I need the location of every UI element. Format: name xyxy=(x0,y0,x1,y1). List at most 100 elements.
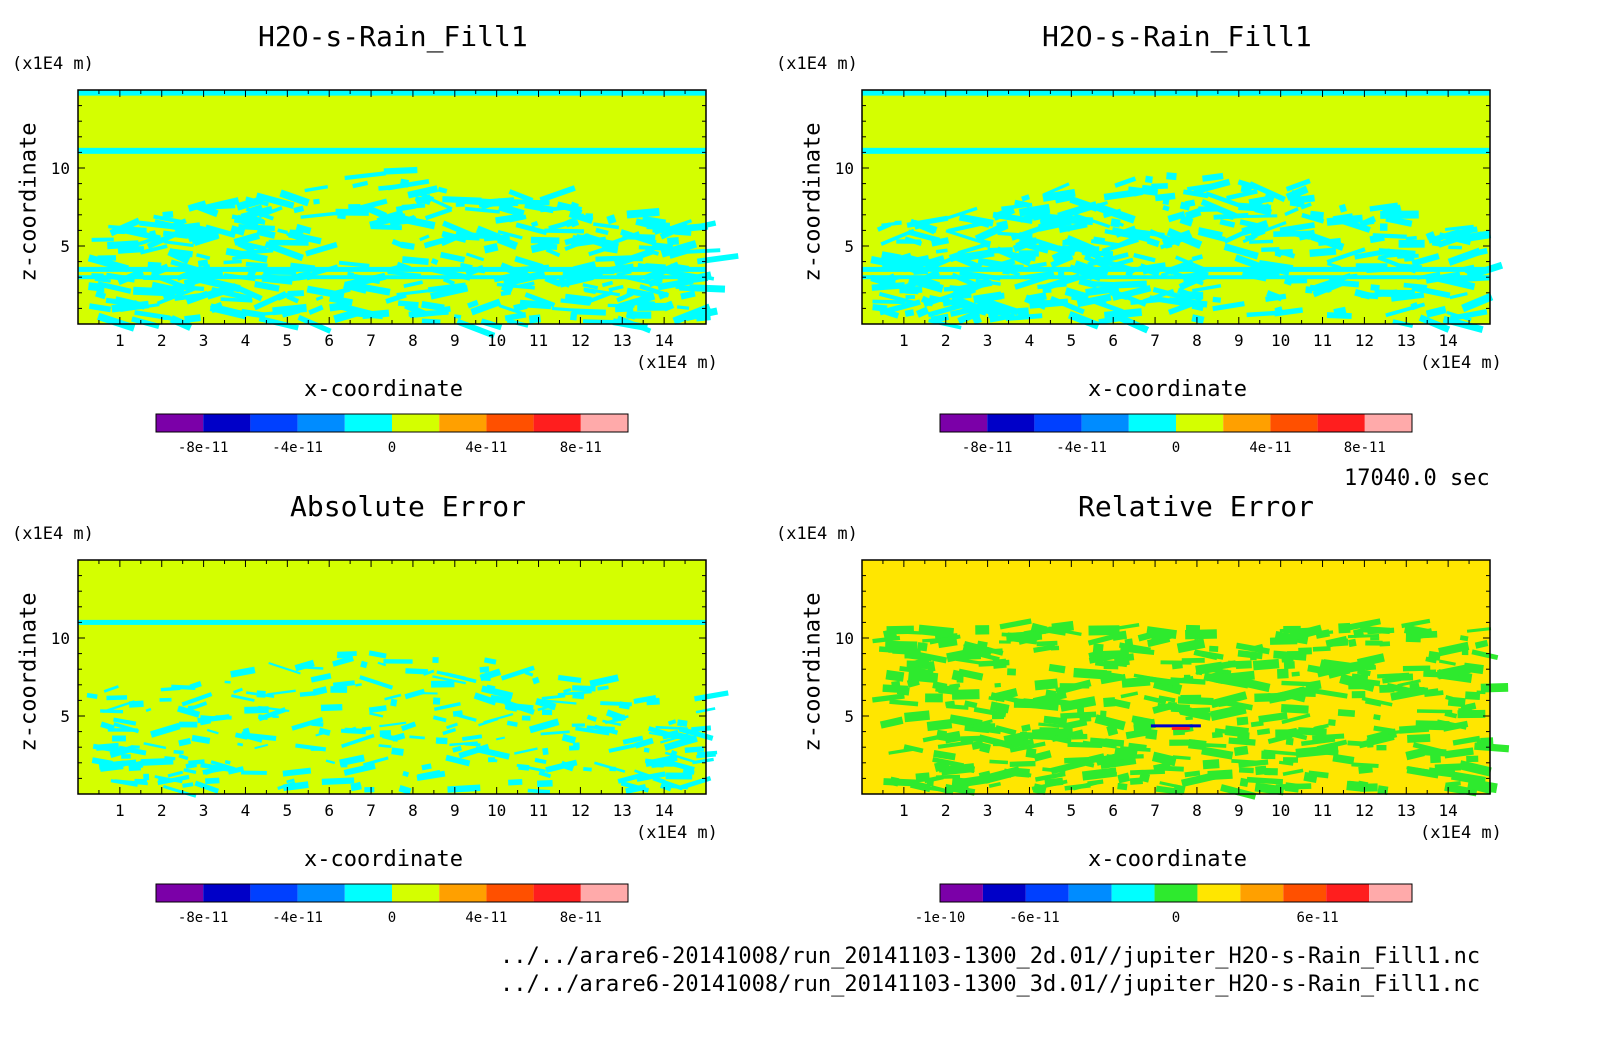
contour-patch xyxy=(1167,211,1186,223)
contour-patch xyxy=(570,219,580,228)
contour-patch xyxy=(298,270,312,278)
contour-patch xyxy=(200,720,212,726)
contour-patch xyxy=(1257,266,1277,274)
contour-patch xyxy=(1171,726,1190,730)
contour-patch xyxy=(233,687,243,694)
contour-patch xyxy=(1382,204,1402,216)
contour-patch xyxy=(980,260,1021,277)
contour-patch xyxy=(430,257,439,266)
contour-patch xyxy=(399,178,410,188)
contour-patch xyxy=(1026,292,1047,303)
contour-patch xyxy=(539,185,576,203)
contour-patch xyxy=(1191,314,1205,324)
contour-patch xyxy=(1337,709,1356,718)
contour-patch xyxy=(1308,770,1329,779)
contour-patch xyxy=(959,248,995,262)
contour-patch xyxy=(547,213,585,233)
contour-patch xyxy=(1351,691,1366,699)
contour-patch xyxy=(1437,231,1472,248)
contour-patch xyxy=(946,703,969,710)
contour-patch xyxy=(86,692,98,699)
contour-patch xyxy=(391,238,403,248)
contour-patch xyxy=(692,757,714,765)
contour-patch xyxy=(572,691,585,700)
contour-patch xyxy=(1471,649,1499,661)
contour-patch xyxy=(1101,237,1139,254)
contour-patch xyxy=(1345,618,1381,631)
contour-patch xyxy=(183,768,197,775)
contour-patch xyxy=(1283,661,1295,670)
contour-patch xyxy=(1339,673,1376,692)
contour-patch xyxy=(1355,263,1388,272)
contour-patch xyxy=(1011,738,1034,749)
contour-patch xyxy=(256,690,266,698)
contour-patch xyxy=(570,236,607,248)
contour-patch xyxy=(1184,770,1201,778)
contour-patch xyxy=(915,306,930,318)
contour-patch xyxy=(1397,679,1421,688)
contour-patch xyxy=(669,263,684,271)
contour-patch xyxy=(665,772,693,780)
contour-patch xyxy=(333,309,358,323)
colorbar-frame xyxy=(155,413,629,433)
contour-patch xyxy=(664,735,698,751)
contour-band xyxy=(78,275,706,280)
contour-patch xyxy=(1390,686,1426,701)
contour-patch xyxy=(495,736,506,741)
colorbar-swatch xyxy=(533,884,581,902)
contour-patch xyxy=(1346,780,1367,793)
contour-patch xyxy=(504,311,527,321)
contour-patch xyxy=(666,237,680,246)
contour-patch xyxy=(937,740,974,749)
contour-patch xyxy=(652,776,684,791)
contour-patch xyxy=(347,271,355,277)
contour-patch xyxy=(949,683,961,689)
contour-patch xyxy=(350,781,362,790)
contour-patch xyxy=(1380,253,1404,259)
contour-patch xyxy=(113,717,137,726)
contour-patch xyxy=(1151,751,1177,767)
contour-patch xyxy=(245,196,269,207)
contour-patch xyxy=(295,223,312,235)
y-axis-unit: (x1E4 m) xyxy=(12,524,94,544)
contour-patch xyxy=(994,682,1002,688)
colorbar-tick-label: -1e-10 xyxy=(915,910,966,926)
x-tick-label: 8 xyxy=(1192,331,1202,350)
contour-patch xyxy=(594,761,626,773)
contour-patch xyxy=(1059,683,1090,689)
colorbar-swatch xyxy=(580,884,628,902)
contour-patch xyxy=(245,261,268,269)
contour-patch xyxy=(1034,678,1059,691)
contour-patch xyxy=(932,757,965,769)
contour-patch xyxy=(1133,252,1156,263)
contour-patch xyxy=(1466,627,1492,633)
colorbar-swatch xyxy=(1111,884,1155,902)
contour-patch xyxy=(1185,716,1193,721)
contour-patch xyxy=(182,782,194,788)
contour-patch xyxy=(544,228,585,234)
contour-patch xyxy=(1144,175,1153,184)
contour-patch xyxy=(1231,759,1262,765)
contour-patch xyxy=(1451,226,1478,237)
x-tick-label: 1 xyxy=(899,801,909,820)
contour-patch xyxy=(1112,630,1128,641)
contour-patch xyxy=(156,286,198,306)
contour-patch xyxy=(879,716,904,729)
contour-patch xyxy=(1361,696,1393,707)
contour-patch xyxy=(1106,754,1118,761)
contour-patch xyxy=(114,296,146,310)
contour-patch xyxy=(1425,305,1447,318)
contour-patch xyxy=(308,304,324,315)
x-tick-label: 1 xyxy=(899,331,909,350)
contour-patch xyxy=(442,220,476,239)
contour-patch xyxy=(1074,260,1109,278)
contour-patch xyxy=(1335,279,1360,288)
contour-patch xyxy=(530,236,560,244)
contour-patch xyxy=(1130,768,1166,776)
contour-patch xyxy=(600,701,632,707)
contour-patch xyxy=(473,692,497,706)
contour-patch xyxy=(223,273,256,282)
x-axis-unit: (x1E4 m) xyxy=(636,823,718,843)
contour-patch xyxy=(247,268,257,278)
x-tick-label: 10 xyxy=(1271,331,1290,350)
